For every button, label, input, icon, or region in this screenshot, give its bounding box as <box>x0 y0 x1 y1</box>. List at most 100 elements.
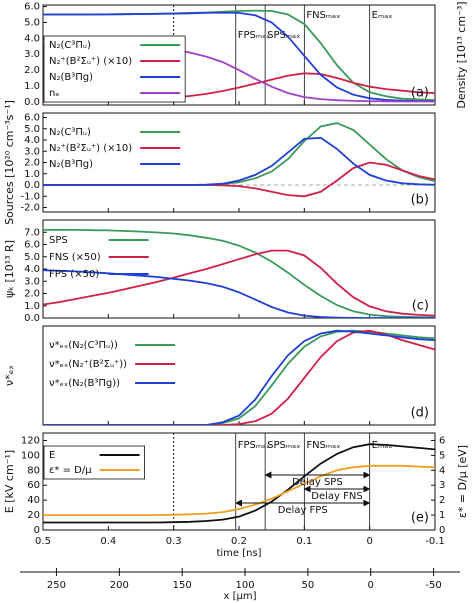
y-tick-label: 20 <box>27 510 40 521</box>
y2-tick-label: 0 <box>439 525 445 536</box>
legend-label: ε* = D/μ <box>49 465 92 476</box>
marker-label: Eₘₐₓ <box>372 10 393 21</box>
y-tick-label: 60 <box>27 480 40 491</box>
y-tick-label: 7.0 <box>24 227 40 238</box>
legend-box <box>43 445 145 480</box>
legend: SPS FNS (×50) FPS (×50) <box>49 235 149 280</box>
legend: Eε* = D/μ <box>43 445 145 480</box>
marker-label: FNSₘₐₓ <box>306 10 340 21</box>
y-tick-label: 2.0 <box>24 65 40 76</box>
panel-label: (b) <box>411 193 429 208</box>
legend-label: ν*ₑₓ(N₂(B³Πg)) <box>49 378 120 389</box>
y2-tick-label: 1 <box>439 510 445 521</box>
series-line <box>43 11 435 103</box>
x2-tick-label: 250 <box>47 580 66 591</box>
delay-label: Delay SPS <box>292 477 343 488</box>
panel-label: (e) <box>411 511 429 526</box>
panel-label: (a) <box>411 86 429 101</box>
y-tick-label: 1.0 <box>24 301 40 312</box>
x-tick-label: 0.4 <box>100 536 116 547</box>
x-tick-label: 0.5 <box>35 536 51 547</box>
x2-tick-label: 100 <box>235 580 254 591</box>
x2-tick-label: 50 <box>302 580 315 591</box>
y2-tick-label: 5 <box>439 450 445 461</box>
series-line <box>43 161 435 198</box>
x2-tick-label: 0 <box>368 580 374 591</box>
legend-label: N₂(C³Πᵤ) <box>49 40 91 51</box>
marker-label: FPSₘₐₓ <box>238 30 271 41</box>
y-tick-label: 6.0 <box>24 113 40 124</box>
y2-tick-label: 3 <box>439 480 445 491</box>
y-tick-label: 4.0 <box>24 135 40 146</box>
legend-label: N₂(B³Πg) <box>49 72 93 83</box>
y2-tick-label: 6 <box>439 435 445 446</box>
legend-label: N₂⁺(B²Σᵤ⁺) (×10) <box>49 56 132 67</box>
y-tick-label: 1.0 <box>24 81 40 92</box>
x-tick-label: 0.2 <box>231 536 247 547</box>
legend-label: E <box>49 450 55 461</box>
y-tick-label: 120 <box>21 435 40 446</box>
series-line <box>43 443 435 524</box>
y-tick-label: 100 <box>21 450 40 461</box>
y-tick-label: 3.0 <box>24 146 40 157</box>
delay-label: Delay FNS <box>311 491 362 502</box>
series-line <box>43 136 435 186</box>
series-line <box>43 249 435 317</box>
y-tick-label: 6.0 <box>24 2 40 13</box>
legend: ν*ₑₓ(N₂(C³Πᵤ)) ν*ₑₓ(N₂⁺(B²Σᵤ⁺)) ν*ₑₓ(N₂(B³… <box>49 340 176 389</box>
y-tick-label: 1.0 <box>24 169 40 180</box>
x-axis-label: time [ns] <box>216 548 261 559</box>
x2-axis-label: x [μm] <box>223 591 256 602</box>
y-axis-label: Sources [10²⁰ cm⁻³s⁻¹] <box>3 100 16 225</box>
y-axis-label: ν*ₑₓ <box>3 365 16 386</box>
series-line <box>43 329 435 425</box>
y-tick-label: -1.0 <box>20 191 40 202</box>
y-tick-label: 5.0 <box>24 17 40 28</box>
y-tick-label: 80 <box>27 465 40 476</box>
marker-label: FPSₘₐₓ <box>238 440 271 451</box>
y-tick-label: 0.0 <box>24 313 40 324</box>
y2-tick-label: 2 <box>439 495 445 506</box>
panel-frame <box>42 219 436 319</box>
y-tick-label: 3.0 <box>24 276 40 287</box>
x-tick-label: -0.1 <box>425 536 445 547</box>
y2-axis-label: ε* = D/μ [eV] <box>456 445 469 518</box>
marker-label: FNSₘₐₓ <box>306 440 340 451</box>
y-tick-label: 4.0 <box>24 33 40 44</box>
legend-label: N₂⁺(B²Σᵤ⁺) (×10) <box>49 143 132 154</box>
panel-label: (c) <box>412 299 429 314</box>
legend-label: FPS (×50) <box>49 269 99 280</box>
y-tick-label: 4.0 <box>24 264 40 275</box>
x-tick-label: 0.1 <box>296 536 312 547</box>
legend: N₂(C³Πᵤ) N₂⁺(B²Σᵤ⁺) (×10) N₂(B³Πg) nₑ <box>43 35 186 103</box>
panel-label: (d) <box>411 406 429 421</box>
series-line <box>43 464 435 516</box>
legend-label: N₂(B³Πg) <box>49 159 93 170</box>
legend-label: ν*ₑₓ(N₂(C³Πᵤ)) <box>49 340 118 351</box>
legend-label: FNS (×50) <box>49 252 101 263</box>
x-tick-label: 0 <box>366 536 372 547</box>
y-tick-label: 6.0 <box>24 240 40 251</box>
y-tick-label: 5.0 <box>24 252 40 263</box>
y-tick-label: 0.0 <box>24 97 40 108</box>
legend-box <box>43 35 186 103</box>
legend-label: ν*ₑₓ(N₂⁺(B²Σᵤ⁺)) <box>49 359 127 370</box>
y-tick-label: 0.0 <box>24 180 40 191</box>
series-line <box>43 269 435 318</box>
x2-tick-label: 150 <box>173 580 192 591</box>
y-tick-label: 0 <box>34 525 40 536</box>
y-tick-label: 3.0 <box>24 49 40 60</box>
series-line <box>43 329 435 425</box>
legend-label: N₂(C³Πᵤ) <box>49 127 91 138</box>
legend: N₂(C³Πᵤ) N₂⁺(B²Σᵤ⁺) (×10) N₂(B³Πg) <box>49 127 181 170</box>
y-tick-label: 5.0 <box>24 124 40 135</box>
x2-tick-label: -50 <box>425 580 441 591</box>
series-line <box>43 228 435 318</box>
legend-label: SPS <box>49 235 68 246</box>
series-line <box>43 122 435 186</box>
delay-label: Delay FPS <box>278 505 328 516</box>
y-tick-label: 2.0 <box>24 289 40 300</box>
marker-label: SPSₘₐₓ <box>267 30 300 41</box>
y-axis-label: E [kV cm⁻¹] <box>3 450 16 513</box>
